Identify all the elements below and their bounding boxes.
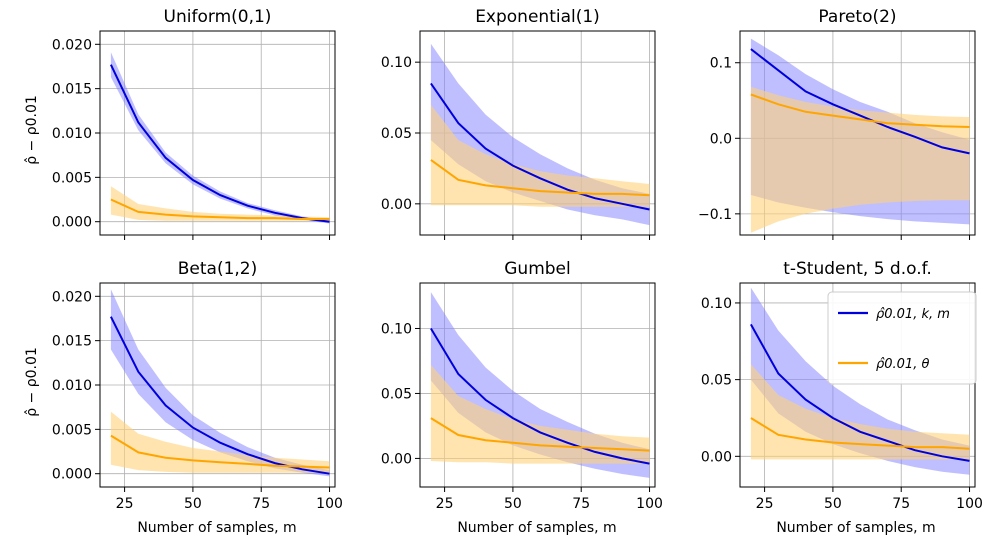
- series-line-blue: [430, 82, 650, 211]
- y-tick-label: 0.1: [710, 56, 732, 72]
- confidence-band-orange: [750, 364, 970, 460]
- x-tick-label: 25: [116, 496, 134, 512]
- y-tick-label: 0.05: [701, 373, 732, 389]
- series-line-orange: [110, 434, 330, 469]
- x-tick-label: 100: [636, 496, 663, 512]
- series-line-blue: [750, 323, 970, 462]
- series-line-blue: [430, 327, 650, 465]
- x-axis-label-col2: Number of samples, m: [457, 520, 616, 536]
- y-tick-label: −0.1: [698, 207, 732, 223]
- y-tick-label: 0.0: [710, 131, 732, 147]
- x-tick-label: 25: [436, 496, 454, 512]
- y-tick-label: 0.05: [381, 386, 412, 402]
- y-tick-label: 0.05: [381, 126, 412, 142]
- series-line-blue: [109, 64, 330, 223]
- series-line-orange: [110, 198, 330, 220]
- x-tick-label: 100: [956, 496, 983, 512]
- y-tick-label: 0.10: [381, 321, 412, 337]
- series-line-orange: [430, 417, 650, 452]
- y-tick-label: 0.000: [52, 215, 92, 231]
- panel-title: Beta(1,2): [178, 259, 258, 279]
- confidence-band-orange: [430, 104, 650, 207]
- panel-title: Uniform(0,1): [164, 7, 272, 27]
- series-line-orange: [430, 159, 650, 197]
- y-tick-label: 0.00: [701, 449, 732, 465]
- y-tick-label: 0.015: [52, 82, 92, 98]
- axes-frame: [739, 30, 976, 236]
- axes-frame: [419, 282, 656, 488]
- x-tick-label: 50: [824, 496, 842, 512]
- subplot-5: 25 50 75 100 0.00 0.05 0.10 Gumbel: [381, 259, 663, 512]
- confidence-band-blue: [110, 289, 330, 477]
- x-axis-label-col1: Number of samples, m: [137, 520, 296, 536]
- confidence-band-orange: [110, 186, 330, 221]
- legend: ρ̂0.01, k, m ρ̂0.01, θ: [827, 291, 977, 385]
- legend-label-orange: ρ̂0.01, θ: [876, 357, 929, 372]
- y-axis-label-bottom: ρ̂ − ρ0.01: [24, 347, 40, 417]
- y-tick-label: 0.00: [381, 197, 412, 213]
- legend-label-blue: ρ̂0.01, k, m: [876, 307, 950, 322]
- x-tick-label: 25: [756, 496, 774, 512]
- legend-frame: [827, 291, 977, 385]
- y-tick-label: 0.10: [701, 296, 732, 312]
- x-tick-label: 75: [252, 496, 270, 512]
- y-tick-label: 0.00: [381, 451, 412, 467]
- confidence-band-orange: [430, 364, 650, 464]
- x-tick-label: 75: [572, 496, 590, 512]
- x-tick-label: 50: [184, 496, 202, 512]
- y-tick-label: 0.000: [52, 467, 92, 483]
- y-tick-label: 0.010: [52, 126, 92, 142]
- panel-title: Gumbel: [504, 259, 570, 279]
- subplot-2: 0.00 0.05 0.10 Exponential(1): [381, 7, 656, 240]
- x-tick-label: 100: [316, 496, 343, 512]
- y-axis-label-top: ρ̂ − ρ0.01: [24, 95, 40, 165]
- axes-frame: [739, 282, 976, 488]
- panel-title: t-Student, 5 d.o.f.: [783, 259, 932, 279]
- x-tick-label: 75: [892, 496, 910, 512]
- y-tick-label: 0.10: [381, 55, 412, 71]
- subplot-4: 25 50 75 100 0.000 0.005 0.010 0.015 0.020 Beta(1…: [52, 259, 343, 512]
- y-tick-label: 0.010: [52, 378, 92, 394]
- x-tick-label: 50: [504, 496, 522, 512]
- x-axis-label-col3: Number of samples, m: [776, 520, 935, 536]
- confidence-band-blue: [110, 52, 330, 224]
- y-tick-label: 0.020: [52, 37, 92, 53]
- y-tick-label: 0.015: [52, 334, 92, 350]
- panel-title: Pareto(2): [818, 7, 896, 27]
- subplot-1: 0.000 0.005 0.010 0.015 0.020 Uniform(0,1): [52, 7, 336, 240]
- y-tick-label: 0.005: [52, 422, 92, 438]
- subplot-3: −0.1 0.0 0.1 Pareto(2): [698, 7, 976, 240]
- panel-title: Exponential(1): [475, 7, 600, 27]
- confidence-band-orange: [750, 86, 970, 233]
- series-line-blue: [750, 48, 970, 155]
- series-line-orange: [750, 417, 970, 450]
- y-tick-label: 0.020: [52, 289, 92, 305]
- series-line-orange: [750, 93, 970, 128]
- y-tick-label: 0.005: [52, 170, 92, 186]
